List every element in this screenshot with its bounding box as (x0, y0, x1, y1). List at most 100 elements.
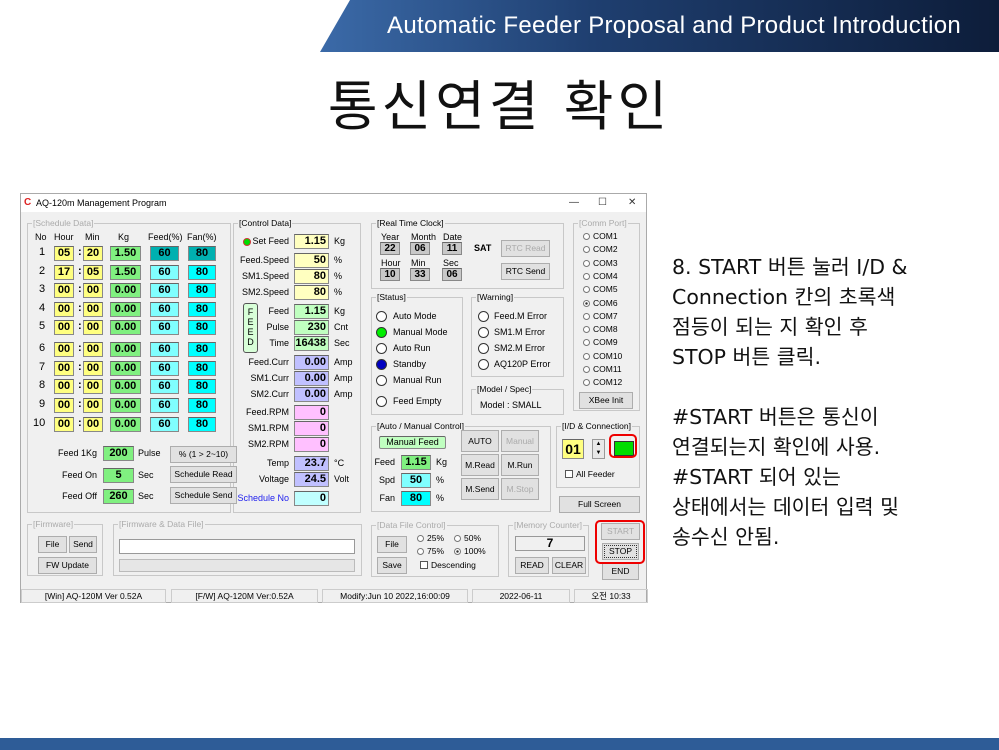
feed-percent-field[interactable]: 60 (150, 302, 179, 317)
manual-m-stop-button[interactable]: M.Stop (501, 478, 539, 500)
min-field[interactable]: 20 (83, 246, 103, 261)
memory-clear-button[interactable]: CLEAR (552, 557, 586, 574)
min-field[interactable]: 00 (83, 320, 103, 335)
fan-percent-field[interactable]: 80 (188, 398, 216, 413)
schedule-send-button[interactable]: Schedule Send (170, 487, 237, 504)
fan-percent-field[interactable]: 80 (188, 417, 216, 432)
comm-port-radio-com5[interactable]: COM5 (583, 284, 618, 294)
schedule-param-field[interactable]: 5 (103, 468, 134, 483)
feed-percent-field[interactable]: 60 (150, 361, 179, 376)
hour-field[interactable]: 00 (54, 398, 74, 413)
option-25[interactable]: 25% (417, 533, 444, 543)
manual-spd-field[interactable]: 50 (401, 473, 431, 488)
hour-field[interactable]: 00 (54, 417, 74, 432)
memory-read-button[interactable]: READ (515, 557, 549, 574)
kg-field[interactable]: 0.00 (110, 417, 141, 432)
descending-checkbox[interactable]: Descending (420, 560, 476, 570)
hour-field[interactable]: 00 (54, 320, 74, 335)
schedule-param-field[interactable]: 200 (103, 446, 134, 461)
all-feeder-checkbox[interactable]: All Feeder (565, 469, 615, 479)
hour-field[interactable]: 05 (54, 246, 74, 261)
feed-percent-field[interactable]: 60 (150, 246, 179, 261)
maximize-button[interactable]: ☐ (598, 197, 607, 208)
file-path-field[interactable] (119, 539, 355, 554)
option-75[interactable]: 75% (417, 546, 444, 556)
min-field[interactable]: 00 (83, 417, 103, 432)
full-screen-button[interactable]: Full Screen (559, 496, 640, 513)
fan-percent-field[interactable]: 80 (188, 265, 216, 280)
spin-down-icon[interactable]: ▼ (595, 450, 602, 456)
hour-field[interactable]: 00 (54, 302, 74, 317)
percent-copy-button[interactable]: % (1 > 2~10) (170, 446, 237, 463)
kg-field[interactable]: 0.00 (110, 361, 141, 376)
manual-m-send-button[interactable]: M.Send (461, 478, 499, 500)
schedule-param-field[interactable]: 260 (103, 489, 134, 504)
fan-percent-field[interactable]: 80 (188, 246, 216, 261)
manual-feed-field[interactable]: 1.15 (401, 455, 431, 470)
comm-port-radio-com11[interactable]: COM11 (583, 364, 622, 374)
kg-field[interactable]: 0.00 (110, 379, 141, 394)
min-field[interactable]: 00 (83, 342, 103, 357)
start-button[interactable]: START (601, 523, 640, 540)
manual-fan-field[interactable]: 80 (401, 491, 431, 506)
kg-field[interactable]: 0.00 (110, 342, 141, 357)
hour-field[interactable]: 17 (54, 265, 74, 280)
fan-percent-field[interactable]: 80 (188, 283, 216, 298)
comm-port-radio-com7[interactable]: COM7 (583, 311, 618, 321)
spin-up-icon[interactable]: ▲ (595, 441, 602, 447)
fan-percent-field[interactable]: 80 (188, 302, 216, 317)
schedule-read-button[interactable]: Schedule Read (170, 466, 237, 483)
comm-port-radio-com2[interactable]: COM2 (583, 244, 618, 254)
id-spinner[interactable]: ▲ ▼ (592, 439, 605, 459)
min-field[interactable]: 00 (83, 361, 103, 376)
kg-field[interactable]: 0.00 (110, 302, 141, 317)
xbee-init-button[interactable]: XBee Init (579, 392, 633, 409)
manual-auto-button[interactable]: AUTO (461, 430, 499, 452)
kg-field[interactable]: 0.00 (110, 283, 141, 298)
option-50[interactable]: 50% (454, 533, 481, 543)
feed-percent-field[interactable]: 60 (150, 379, 179, 394)
feed-percent-field[interactable]: 60 (150, 398, 179, 413)
hour-field[interactable]: 00 (54, 361, 74, 376)
rtc-send-button[interactable]: RTC Send (501, 263, 550, 280)
comm-port-radio-com8[interactable]: COM8 (583, 324, 618, 334)
comm-port-radio-com1[interactable]: COM1 (583, 231, 618, 241)
comm-port-radio-com10[interactable]: COM10 (583, 351, 622, 361)
feed-percent-field[interactable]: 60 (150, 265, 179, 280)
end-button[interactable]: END (602, 563, 639, 580)
min-field[interactable]: 00 (83, 379, 103, 394)
kg-field[interactable]: 0.00 (110, 320, 141, 335)
data-file-button[interactable]: File (377, 536, 407, 553)
manual-manual-button[interactable]: Manual (501, 430, 539, 452)
feed-percent-field[interactable]: 60 (150, 283, 179, 298)
kg-field[interactable]: 1.50 (110, 265, 141, 280)
min-field[interactable]: 00 (83, 302, 103, 317)
fw-update-button[interactable]: FW Update (38, 557, 97, 574)
close-button[interactable]: ✕ (628, 197, 637, 208)
feed-percent-field[interactable]: 60 (150, 417, 179, 432)
feed-percent-field[interactable]: 60 (150, 320, 179, 335)
firmware-send-button[interactable]: Send (69, 536, 97, 553)
min-field[interactable]: 00 (83, 283, 103, 298)
hour-field[interactable]: 00 (54, 283, 74, 298)
min-field[interactable]: 00 (83, 398, 103, 413)
comm-port-radio-com3[interactable]: COM3 (583, 258, 618, 268)
fan-percent-field[interactable]: 80 (188, 342, 216, 357)
manual-m-run-button[interactable]: M.Run (501, 454, 539, 476)
fan-percent-field[interactable]: 80 (188, 379, 216, 394)
kg-field[interactable]: 1.50 (110, 246, 141, 261)
hour-field[interactable]: 00 (54, 342, 74, 357)
option-100[interactable]: 100% (454, 546, 486, 556)
min-field[interactable]: 05 (83, 265, 103, 280)
data-save-button[interactable]: Save (377, 557, 407, 574)
feed-percent-field[interactable]: 60 (150, 342, 179, 357)
firmware-file-button[interactable]: File (38, 536, 67, 553)
manual-m-read-button[interactable]: M.Read (461, 454, 499, 476)
fan-percent-field[interactable]: 80 (188, 361, 216, 376)
hour-field[interactable]: 00 (54, 379, 74, 394)
minimize-button[interactable]: — (569, 197, 579, 208)
rtc-read-button[interactable]: RTC Read (501, 240, 550, 257)
comm-port-radio-com4[interactable]: COM4 (583, 271, 618, 281)
stop-button[interactable]: STOP (602, 543, 639, 560)
kg-field[interactable]: 0.00 (110, 398, 141, 413)
